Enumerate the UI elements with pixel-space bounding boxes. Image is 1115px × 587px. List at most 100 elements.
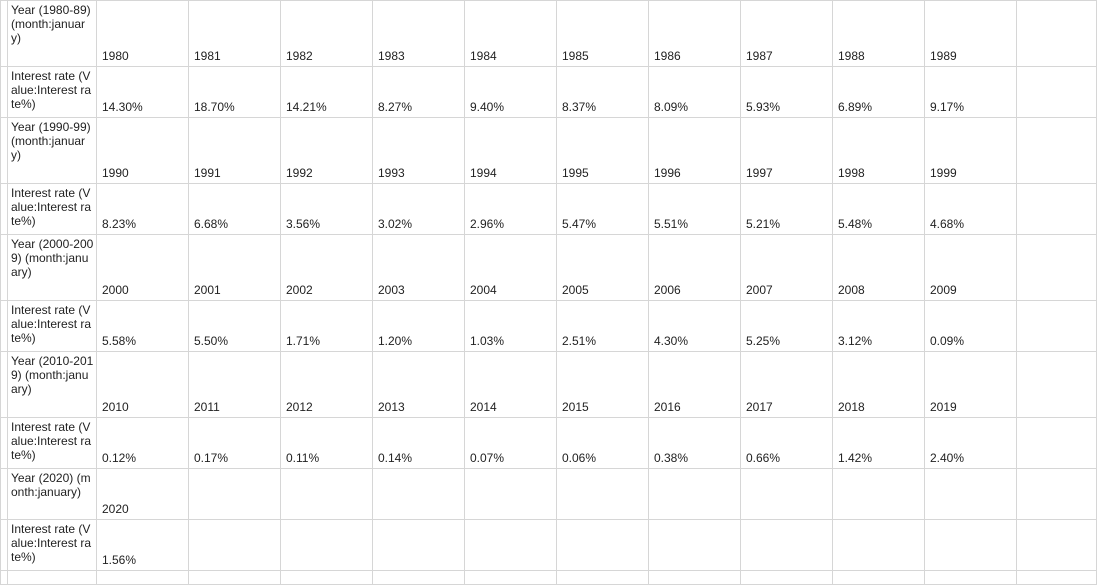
row-label-cell[interactable]: Year (2000-2009) (month:january) (7, 234, 97, 301)
value-cell[interactable]: 1.42% (832, 417, 925, 469)
value-cell[interactable]: 1980 (96, 0, 189, 67)
value-cell[interactable]: 0.17% (188, 417, 281, 469)
value-cell[interactable]: 1996 (648, 117, 741, 184)
value-cell[interactable]: 2014 (464, 351, 557, 418)
row-gutter-cell[interactable] (0, 117, 8, 184)
value-cell[interactable]: 9.17% (924, 66, 1017, 118)
value-cell[interactable]: 9.40% (464, 66, 557, 118)
value-cell[interactable] (648, 468, 741, 520)
empty-cell[interactable] (1016, 66, 1097, 118)
value-cell[interactable]: 2002 (280, 234, 373, 301)
empty-cell[interactable] (832, 570, 925, 585)
value-cell[interactable]: 8.27% (372, 66, 465, 118)
value-cell[interactable] (280, 468, 373, 520)
value-cell[interactable] (464, 519, 557, 571)
value-cell[interactable]: 5.21% (740, 183, 833, 235)
empty-cell[interactable] (924, 570, 1017, 585)
row-gutter-cell[interactable] (0, 183, 8, 235)
value-cell[interactable] (924, 519, 1017, 571)
value-cell[interactable]: 1985 (556, 0, 649, 67)
value-cell[interactable]: 1992 (280, 117, 373, 184)
empty-cell[interactable] (1016, 117, 1097, 184)
value-cell[interactable]: 1994 (464, 117, 557, 184)
empty-cell[interactable] (1016, 570, 1097, 585)
value-cell[interactable]: 1993 (372, 117, 465, 184)
value-cell[interactable]: 1990 (96, 117, 189, 184)
value-cell[interactable]: 1988 (832, 0, 925, 67)
value-cell[interactable]: 2015 (556, 351, 649, 418)
value-cell[interactable]: 2.96% (464, 183, 557, 235)
empty-cell[interactable] (1016, 0, 1097, 67)
value-cell[interactable] (832, 519, 925, 571)
value-cell[interactable]: 1.56% (96, 519, 189, 571)
value-cell[interactable]: 1984 (464, 0, 557, 67)
value-cell[interactable]: 2010 (96, 351, 189, 418)
row-gutter-cell[interactable] (0, 234, 8, 301)
value-cell[interactable]: 2005 (556, 234, 649, 301)
value-cell[interactable]: 2016 (648, 351, 741, 418)
value-cell[interactable]: 8.23% (96, 183, 189, 235)
empty-cell[interactable] (188, 570, 281, 585)
row-gutter-cell[interactable] (0, 351, 8, 418)
value-cell[interactable]: 2017 (740, 351, 833, 418)
value-cell[interactable] (740, 519, 833, 571)
empty-cell[interactable] (0, 570, 8, 585)
value-cell[interactable]: 2001 (188, 234, 281, 301)
empty-cell[interactable] (1016, 351, 1097, 418)
row-label-cell[interactable]: Year (2010-2019) (month:january) (7, 351, 97, 418)
value-cell[interactable]: 0.07% (464, 417, 557, 469)
value-cell[interactable]: 6.68% (188, 183, 281, 235)
value-cell[interactable]: 2004 (464, 234, 557, 301)
empty-cell[interactable] (648, 570, 741, 585)
row-gutter-cell[interactable] (0, 519, 8, 571)
row-label-cell[interactable]: Interest rate (Value:Interest rate%) (7, 417, 97, 469)
value-cell[interactable] (556, 519, 649, 571)
empty-cell[interactable] (1016, 417, 1097, 469)
value-cell[interactable]: 2013 (372, 351, 465, 418)
value-cell[interactable]: 2.40% (924, 417, 1017, 469)
row-label-cell[interactable]: Interest rate (Value:Interest rate%) (7, 300, 97, 352)
row-gutter-cell[interactable] (0, 417, 8, 469)
empty-cell[interactable] (1016, 519, 1097, 571)
row-gutter-cell[interactable] (0, 0, 8, 67)
value-cell[interactable]: 1.71% (280, 300, 373, 352)
empty-cell[interactable] (1016, 300, 1097, 352)
value-cell[interactable]: 1986 (648, 0, 741, 67)
empty-cell[interactable] (556, 570, 649, 585)
value-cell[interactable] (648, 519, 741, 571)
value-cell[interactable]: 3.02% (372, 183, 465, 235)
value-cell[interactable]: 2003 (372, 234, 465, 301)
row-label-cell[interactable]: Interest rate (Value:Interest rate%) (7, 66, 97, 118)
value-cell[interactable] (740, 468, 833, 520)
value-cell[interactable]: 1981 (188, 0, 281, 67)
value-cell[interactable] (188, 519, 281, 571)
value-cell[interactable]: 2019 (924, 351, 1017, 418)
value-cell[interactable]: 3.56% (280, 183, 373, 235)
value-cell[interactable]: 0.09% (924, 300, 1017, 352)
value-cell[interactable]: 5.51% (648, 183, 741, 235)
value-cell[interactable]: 1.03% (464, 300, 557, 352)
value-cell[interactable]: 2012 (280, 351, 373, 418)
value-cell[interactable]: 5.25% (740, 300, 833, 352)
value-cell[interactable]: 18.70% (188, 66, 281, 118)
value-cell[interactable]: 4.68% (924, 183, 1017, 235)
value-cell[interactable]: 1989 (924, 0, 1017, 67)
value-cell[interactable] (280, 519, 373, 571)
empty-cell[interactable] (1016, 234, 1097, 301)
value-cell[interactable]: 8.37% (556, 66, 649, 118)
empty-cell[interactable] (280, 570, 373, 585)
value-cell[interactable]: 1997 (740, 117, 833, 184)
value-cell[interactable]: 5.58% (96, 300, 189, 352)
row-gutter-cell[interactable] (0, 66, 8, 118)
value-cell[interactable]: 0.06% (556, 417, 649, 469)
value-cell[interactable] (556, 468, 649, 520)
empty-cell[interactable] (464, 570, 557, 585)
empty-cell[interactable] (1016, 183, 1097, 235)
value-cell[interactable] (924, 468, 1017, 520)
row-label-cell[interactable]: Interest rate (Value:Interest rate%) (7, 183, 97, 235)
value-cell[interactable]: 0.12% (96, 417, 189, 469)
value-cell[interactable]: 2018 (832, 351, 925, 418)
value-cell[interactable]: 2006 (648, 234, 741, 301)
row-label-cell[interactable]: Interest rate (Value:Interest rate%) (7, 519, 97, 571)
value-cell[interactable]: 2009 (924, 234, 1017, 301)
